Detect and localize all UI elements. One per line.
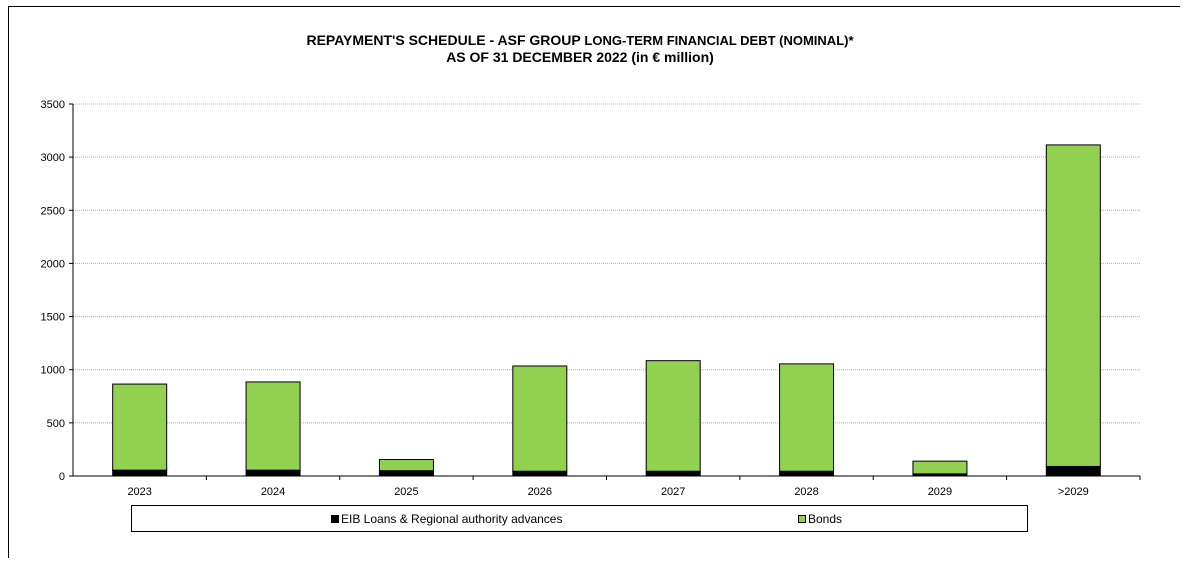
y-tick-label: 0 [59, 471, 65, 483]
x-tick-label: 2026 [528, 486, 552, 498]
bar-segment-bonds [912, 460, 968, 475]
x-tick-label: 2028 [794, 486, 818, 498]
chart-title-line2: AS OF 31 DECEMBER 2022 (in € million) [446, 49, 714, 65]
x-tick-label: 2027 [661, 486, 685, 498]
chart-frame [8, 6, 1180, 558]
title-bold-part: REPAYMENT'S SCHEDULE - ASF GROUP [306, 32, 581, 48]
bar-segment-eib [245, 469, 301, 477]
legend-swatch-bonds [798, 515, 806, 523]
bar-segment-eib [378, 470, 434, 477]
x-tick-label: 2029 [928, 486, 952, 498]
legend-label-eib: EIB Loans & Regional authority advances [341, 512, 563, 526]
bar-segment-bonds [112, 383, 168, 471]
bar-segment-bonds [245, 381, 301, 471]
x-tick-label: 2025 [394, 486, 418, 498]
y-tick-label: 1500 [41, 312, 65, 324]
x-tick-label: >2029 [1058, 486, 1089, 498]
chart-legend: EIB Loans & Regional authority advances … [131, 505, 1028, 532]
bar-segment-eib [645, 470, 701, 477]
chart-title-line1: REPAYMENT'S SCHEDULE - ASF GROUP LONG-TE… [230, 32, 930, 49]
y-tick-label: 2500 [41, 205, 65, 217]
bar-segment-bonds [378, 459, 434, 472]
bar-segment-eib [779, 470, 835, 477]
title-rest-part: LONG-TERM FINANCIAL DEBT (NOMINAL)* [584, 33, 854, 48]
legend-label-bonds: Bonds [808, 512, 843, 526]
bar-segment-bonds [512, 365, 568, 472]
y-tick-label: 1000 [41, 365, 65, 377]
legend-item-bonds: Bonds [798, 512, 842, 526]
x-tick-label: 2023 [127, 486, 151, 498]
bar-segment-bonds [779, 363, 835, 472]
y-tick-label: 500 [47, 418, 65, 430]
bar-segment-bonds [1045, 144, 1101, 467]
bar-segment-eib [1045, 465, 1101, 477]
chart-title: REPAYMENT'S SCHEDULE - ASF GROUP LONG-TE… [230, 32, 930, 66]
bar-segment-bonds [645, 360, 701, 472]
legend-item-eib: EIB Loans & Regional authority advances [331, 512, 562, 526]
y-tick-label: 3000 [41, 152, 65, 164]
bar-segment-eib [112, 469, 168, 477]
bar-segment-eib [512, 470, 568, 477]
y-tick-label: 2000 [41, 258, 65, 270]
legend-swatch-eib [331, 515, 339, 523]
y-tick-label: 3500 [41, 99, 65, 111]
x-tick-label: 2024 [261, 486, 285, 498]
